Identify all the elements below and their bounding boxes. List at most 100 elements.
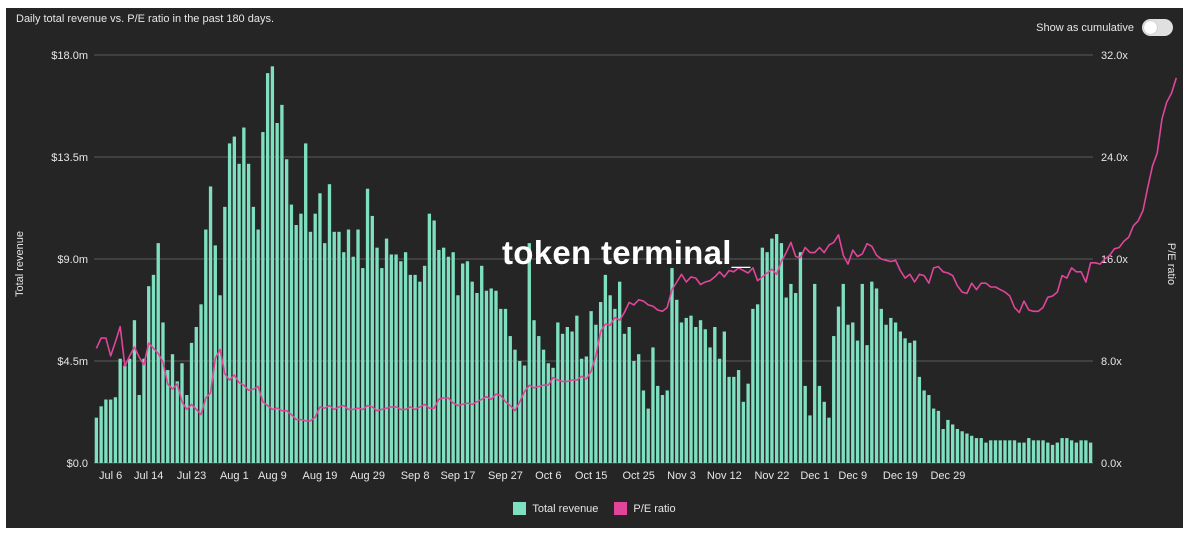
revenue-bar <box>270 66 275 464</box>
revenue-bar <box>641 390 646 463</box>
revenue-bar <box>223 206 227 463</box>
revenue-bar <box>613 308 617 463</box>
revenue-bar <box>427 213 432 463</box>
revenue-bar <box>308 231 313 463</box>
revenue-bar <box>637 354 641 463</box>
revenue-bar <box>189 342 194 463</box>
revenue-bar <box>1074 442 1079 463</box>
x-tick-label: Sep 17 <box>440 470 475 482</box>
revenue-bar <box>546 363 550 463</box>
cumulative-toggle[interactable] <box>1142 19 1173 36</box>
y-tick-left: $18.0m <box>51 50 88 62</box>
revenue-bar <box>418 281 422 463</box>
revenue-bar <box>732 376 736 463</box>
revenue-bar <box>884 324 888 463</box>
revenue-bar <box>941 429 945 463</box>
revenue-bar <box>213 245 217 463</box>
revenue-bar <box>713 327 717 463</box>
revenue-bar <box>870 281 874 463</box>
revenue-bar <box>889 317 893 463</box>
revenue-bar <box>365 188 370 463</box>
y-tick-right: 8.0x <box>1101 356 1122 368</box>
revenue-bar <box>299 213 303 463</box>
revenue-bar <box>556 322 560 463</box>
x-tick-label: Sep 27 <box>488 470 523 482</box>
x-tick-label: Oct 25 <box>622 470 654 482</box>
revenue-bar <box>465 261 470 463</box>
revenue-bar <box>1036 440 1040 463</box>
revenue-bar <box>832 336 836 463</box>
legend-item-revenue[interactable]: Total revenue <box>513 502 598 515</box>
revenue-bar <box>246 163 251 464</box>
revenue-bar <box>389 254 393 463</box>
revenue-bar <box>318 193 322 463</box>
revenue-bar <box>518 361 522 463</box>
revenue-bar <box>342 252 346 463</box>
x-tick-label: Aug 1 <box>220 470 249 482</box>
revenue-bar <box>332 231 336 463</box>
revenue-bar <box>218 295 222 463</box>
revenue-bar <box>275 123 279 463</box>
revenue-bar <box>199 304 203 463</box>
revenue-bar <box>665 390 669 463</box>
revenue-bar <box>803 385 807 463</box>
revenue-bar <box>565 327 570 463</box>
revenue-bar <box>446 256 451 463</box>
revenue-bar <box>865 345 869 463</box>
revenue-bar <box>204 229 208 463</box>
revenue-bar <box>265 73 270 463</box>
revenue-bar <box>346 229 351 463</box>
revenue-bar <box>822 401 826 463</box>
revenue-bar <box>208 186 213 463</box>
revenue-bar <box>855 340 860 463</box>
revenue-bar <box>893 322 898 463</box>
revenue-bar <box>1027 438 1031 463</box>
revenue-bar <box>147 286 151 463</box>
revenue-bar <box>741 401 746 463</box>
revenue-bar <box>489 288 493 463</box>
revenue-bar <box>251 206 256 463</box>
revenue-bar <box>589 311 593 463</box>
revenue-bar <box>551 367 555 463</box>
revenue-bar <box>575 315 579 463</box>
revenue-bar <box>123 365 127 463</box>
revenue-bar <box>170 354 175 463</box>
revenue-bar <box>408 274 413 463</box>
revenue-bar <box>746 383 750 463</box>
revenue-bar <box>603 274 608 463</box>
revenue-bar <box>132 320 137 463</box>
revenue-bar <box>989 440 993 463</box>
revenue-bar <box>789 283 793 463</box>
revenue-bar <box>908 342 912 463</box>
y-tick-left: $13.5m <box>51 152 88 164</box>
x-tick-label: Oct 15 <box>575 470 607 482</box>
revenue-bar <box>660 395 665 463</box>
revenue-bar <box>903 338 907 463</box>
revenue-bar <box>137 395 141 463</box>
revenue-bar <box>508 336 512 463</box>
revenue-bar <box>979 438 983 463</box>
revenue-bar <box>261 132 265 464</box>
revenue-bar <box>1069 440 1074 463</box>
revenue-bar <box>1084 440 1088 463</box>
revenue-bar <box>413 274 417 463</box>
revenue-bar <box>113 397 118 463</box>
revenue-bar <box>879 308 883 463</box>
revenue-bar <box>679 322 684 463</box>
x-tick-label: Sep 8 <box>401 470 430 482</box>
legend-item-pe[interactable]: P/E ratio <box>614 502 676 515</box>
revenue-bar <box>499 308 503 463</box>
revenue-bar <box>522 365 527 463</box>
cumulative-toggle-group: Show as cumulative <box>1036 19 1173 36</box>
x-tick-label: Jul 14 <box>134 470 163 482</box>
revenue-bar <box>912 340 917 463</box>
revenue-bar <box>950 424 955 463</box>
revenue-bar <box>560 333 565 463</box>
revenue-bar <box>946 419 950 463</box>
revenue-bar <box>480 265 484 463</box>
chart-subtitle: Daily total revenue vs. P/E ratio in the… <box>16 13 275 25</box>
revenue-bar <box>237 163 241 464</box>
revenue-bar <box>594 324 598 463</box>
revenue-bar <box>617 281 622 463</box>
revenue-bar <box>527 243 531 463</box>
